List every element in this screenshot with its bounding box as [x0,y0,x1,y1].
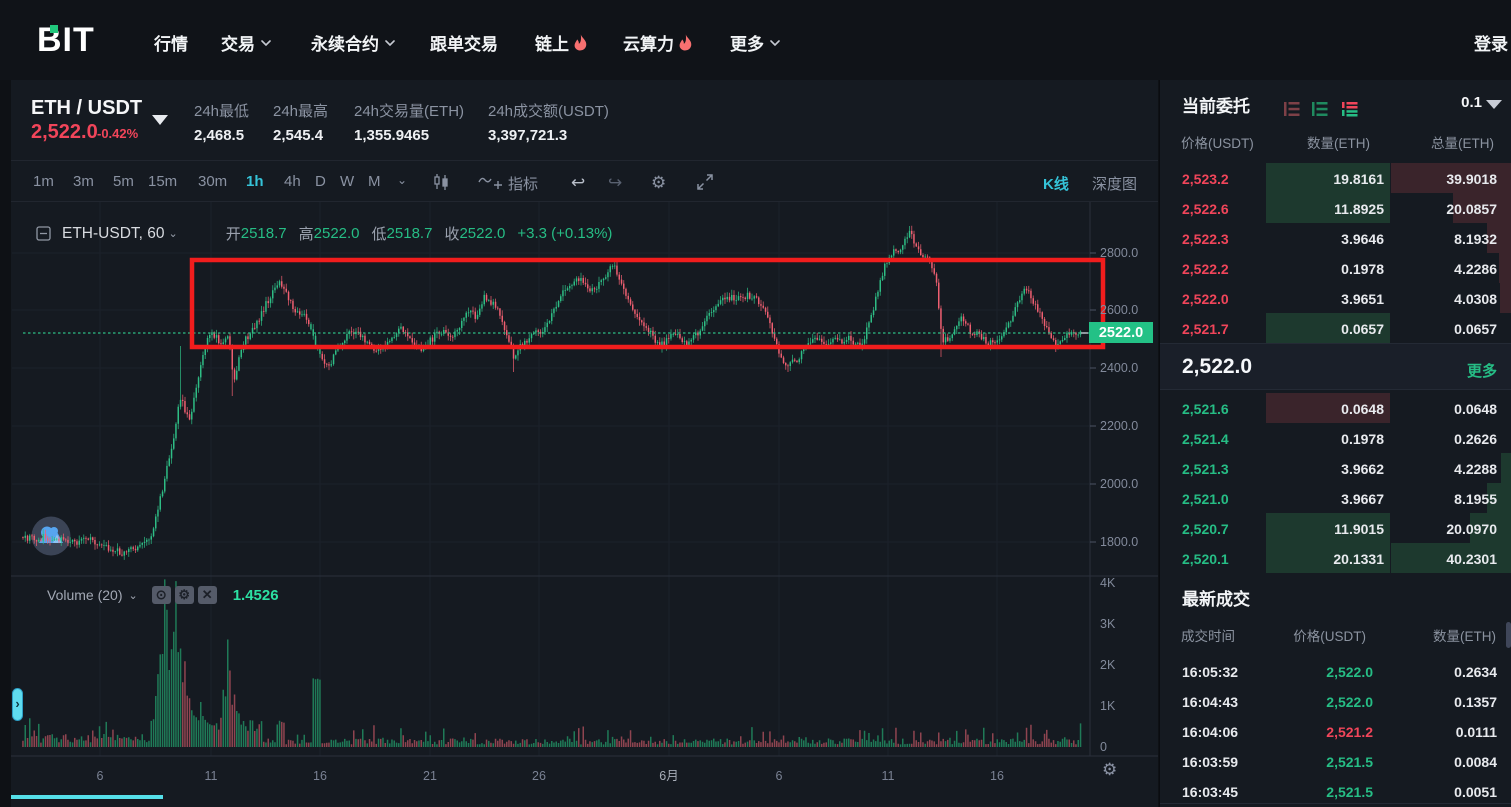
svg-text:6: 6 [776,769,783,783]
svg-text:2K: 2K [1100,658,1116,672]
svg-text:16: 16 [313,769,327,783]
svg-text:2200.0: 2200.0 [1100,419,1138,433]
svg-text:⚙: ⚙ [1102,760,1117,779]
svg-text:3K: 3K [1100,617,1116,631]
svg-text:2522.0: 2522.0 [1099,325,1143,341]
svg-text:4K: 4K [1100,576,1116,590]
svg-text:21: 21 [423,769,437,783]
svg-text:1K: 1K [1100,699,1116,713]
svg-text:16: 16 [990,769,1004,783]
svg-text:11: 11 [882,769,895,783]
svg-text:1800.0: 1800.0 [1100,535,1138,549]
svg-text:2400.0: 2400.0 [1100,361,1138,375]
svg-text:0: 0 [1100,740,1107,754]
svg-text:6: 6 [97,769,104,783]
svg-text:6月: 6月 [659,769,678,783]
svg-text:11: 11 [205,769,218,783]
svg-text:2000.0: 2000.0 [1100,477,1138,491]
svg-text:2600.0: 2600.0 [1100,303,1138,317]
svg-text:26: 26 [532,769,546,783]
svg-text:2800.0: 2800.0 [1100,246,1138,260]
